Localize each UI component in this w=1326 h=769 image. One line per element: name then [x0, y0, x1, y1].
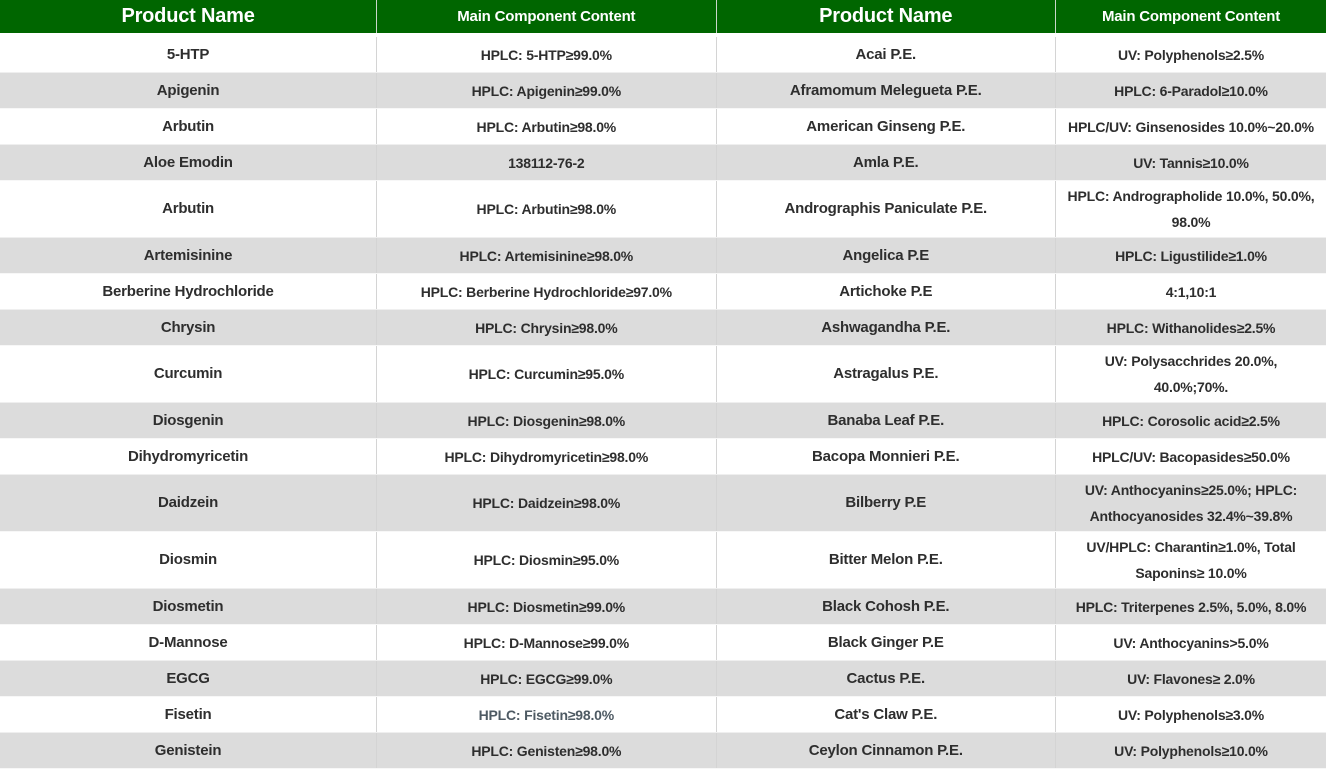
table-row: Artemisinine HPLC: Artemisinine≥98.0% An… — [0, 237, 1326, 274]
component-content-cell: HPLC: 5-HTP≥99.0% — [376, 35, 717, 73]
component-content-cell: UV/HPLC: Charantin≥1.0%, Total Saponins≥… — [1055, 531, 1326, 589]
product-name-cell: Astragalus P.E. — [716, 345, 1056, 403]
product-name-cell: Berberine Hydrochloride — [0, 273, 378, 310]
header-product-name-left: Product Name — [0, 0, 378, 37]
table-row: Aloe Emodin 138112-76-2 Amla P.E. UV: Ta… — [0, 144, 1326, 181]
component-content-cell: HPLC: Ligustilide≥1.0% — [1055, 237, 1326, 274]
product-name-cell: Cat's Claw P.E. — [716, 696, 1056, 733]
table-row: Apigenin HPLC: Apigenin≥99.0% Aframomum … — [0, 72, 1326, 109]
product-name-cell: Diosmin — [0, 531, 378, 589]
product-name-cell: Dihydromyricetin — [0, 438, 378, 475]
component-content-cell: HPLC: EGCG≥99.0% — [376, 660, 717, 697]
component-content-cell: 4:1,10:1 — [1055, 273, 1326, 310]
product-name-cell: Bacopa Monnieri P.E. — [716, 438, 1056, 475]
component-content-cell: UV: Anthocyanins>5.0% — [1055, 624, 1326, 661]
table-row: 5-HTP HPLC: 5-HTP≥99.0% Acai P.E. UV: Po… — [0, 35, 1326, 73]
product-name-cell: American Ginseng P.E. — [716, 108, 1056, 145]
component-content-cell: HPLC/UV: Bacopasides≥50.0% — [1055, 438, 1326, 475]
component-content-cell: UV: Tannis≥10.0% — [1055, 144, 1326, 181]
product-name-cell: Arbutin — [0, 180, 378, 238]
product-name-cell: Black Cohosh P.E. — [716, 588, 1056, 625]
component-content-cell: HPLC: Apigenin≥99.0% — [376, 72, 717, 109]
product-name-cell: Curcumin — [0, 345, 378, 403]
table-body: 5-HTP HPLC: 5-HTP≥99.0% Acai P.E. UV: Po… — [0, 35, 1326, 769]
header-row: Product Name Main Component Content Prod… — [0, 0, 1326, 37]
component-content-cell: HPLC: Andrographolide 10.0%, 50.0%, 98.0… — [1055, 180, 1326, 238]
component-content-cell: HPLC: Arbutin≥98.0% — [376, 108, 717, 145]
component-content-cell: UV: Flavones≥ 2.0% — [1055, 660, 1326, 697]
table-row: Fisetin HPLC: Fisetin≥98.0% Cat's Claw P… — [0, 696, 1326, 733]
component-content-cell: HPLC: Dihydromyricetin≥98.0% — [376, 438, 717, 475]
table-row: Diosmetin HPLC: Diosmetin≥99.0% Black Co… — [0, 588, 1326, 625]
product-name-cell: Chrysin — [0, 309, 378, 346]
product-name-cell: Daidzein — [0, 474, 378, 532]
component-content-cell: HPLC: Diosgenin≥98.0% — [376, 402, 717, 439]
component-content-cell: UV: Polysacchrides 20.0%, 40.0%;70%. — [1055, 345, 1326, 403]
component-content-cell: HPLC: Arbutin≥98.0% — [376, 180, 717, 238]
component-content-cell: UV: Polyphenols≥3.0% — [1055, 696, 1326, 733]
component-content-cell: HPLC: Chrysin≥98.0% — [376, 309, 717, 346]
header-product-name-right: Product Name — [716, 0, 1056, 37]
component-content-cell: HPLC: Triterpenes 2.5%, 5.0%, 8.0% — [1055, 588, 1326, 625]
product-name-cell: Artichoke P.E — [716, 273, 1056, 310]
component-content-cell: 138112-76-2 — [376, 144, 717, 181]
header-main-component-content-left: Main Component Content — [376, 0, 717, 37]
product-name-cell: Banaba Leaf P.E. — [716, 402, 1056, 439]
table-row: Daidzein HPLC: Daidzein≥98.0% Bilberry P… — [0, 474, 1326, 532]
table-row: Chrysin HPLC: Chrysin≥98.0% Ashwagandha … — [0, 309, 1326, 346]
product-name-cell: Apigenin — [0, 72, 378, 109]
table-row: Arbutin HPLC: Arbutin≥98.0% American Gin… — [0, 108, 1326, 145]
component-content-cell: HPLC: Curcumin≥95.0% — [376, 345, 717, 403]
product-name-cell: Andrographis Paniculate P.E. — [716, 180, 1056, 238]
component-content-cell: UV: Polyphenols≥2.5% — [1055, 35, 1326, 73]
product-name-cell: Amla P.E. — [716, 144, 1056, 181]
product-name-cell: Angelica P.E — [716, 237, 1056, 274]
component-content-cell: HPLC: Diosmin≥95.0% — [376, 531, 717, 589]
component-content-cell: HPLC: Daidzein≥98.0% — [376, 474, 717, 532]
table-row: Arbutin HPLC: Arbutin≥98.0% Andrographis… — [0, 180, 1326, 238]
table-row: Berberine Hydrochloride HPLC: Berberine … — [0, 273, 1326, 310]
product-name-cell: Diosmetin — [0, 588, 378, 625]
product-name-cell: Cactus P.E. — [716, 660, 1056, 697]
component-content-cell: HPLC: Fisetin≥98.0% — [376, 696, 717, 733]
product-name-cell: Acai P.E. — [716, 35, 1056, 73]
table-row: Diosgenin HPLC: Diosgenin≥98.0% Banaba L… — [0, 402, 1326, 439]
table-row: EGCG HPLC: EGCG≥99.0% Cactus P.E. UV: Fl… — [0, 660, 1326, 697]
header-main-component-content-right: Main Component Content — [1055, 0, 1326, 37]
product-name-cell: Bitter Melon P.E. — [716, 531, 1056, 589]
product-name-cell: Aloe Emodin — [0, 144, 378, 181]
component-content-cell: HPLC: Diosmetin≥99.0% — [376, 588, 717, 625]
table-row: D-Mannose HPLC: D-Mannose≥99.0% Black Gi… — [0, 624, 1326, 661]
product-name-cell: EGCG — [0, 660, 378, 697]
product-name-cell: Ashwagandha P.E. — [716, 309, 1056, 346]
component-content-cell: HPLC: Artemisinine≥98.0% — [376, 237, 717, 274]
product-name-cell: Arbutin — [0, 108, 378, 145]
table-row: Diosmin HPLC: Diosmin≥95.0% Bitter Melon… — [0, 531, 1326, 589]
product-name-cell: Diosgenin — [0, 402, 378, 439]
product-name-cell: D-Mannose — [0, 624, 378, 661]
component-content-cell: HPLC: Berberine Hydrochloride≥97.0% — [376, 273, 717, 310]
table-row: Dihydromyricetin HPLC: Dihydromyricetin≥… — [0, 438, 1326, 475]
component-content-cell: UV: Anthocyanins≥25.0%; HPLC: Anthocyano… — [1055, 474, 1326, 532]
product-name-cell: Black Ginger P.E — [716, 624, 1056, 661]
product-name-cell: Bilberry P.E — [716, 474, 1056, 532]
product-name-cell: 5-HTP — [0, 35, 378, 73]
product-name-cell: Artemisinine — [0, 237, 378, 274]
product-name-cell: Aframomum Melegueta P.E. — [716, 72, 1056, 109]
component-content-cell: HPLC: Withanolides≥2.5% — [1055, 309, 1326, 346]
product-name-cell: Fisetin — [0, 696, 378, 733]
component-content-cell: HPLC: D-Mannose≥99.0% — [376, 624, 717, 661]
component-content-cell: HPLC: 6-Paradol≥10.0% — [1055, 72, 1326, 109]
table-header: Product Name Main Component Content Prod… — [0, 0, 1326, 37]
component-content-cell: HPLC/UV: Ginsenosides 10.0%~20.0% — [1055, 108, 1326, 145]
table-row: Curcumin HPLC: Curcumin≥95.0% Astragalus… — [0, 345, 1326, 403]
component-content-cell: HPLC: Corosolic acid≥2.5% — [1055, 402, 1326, 439]
